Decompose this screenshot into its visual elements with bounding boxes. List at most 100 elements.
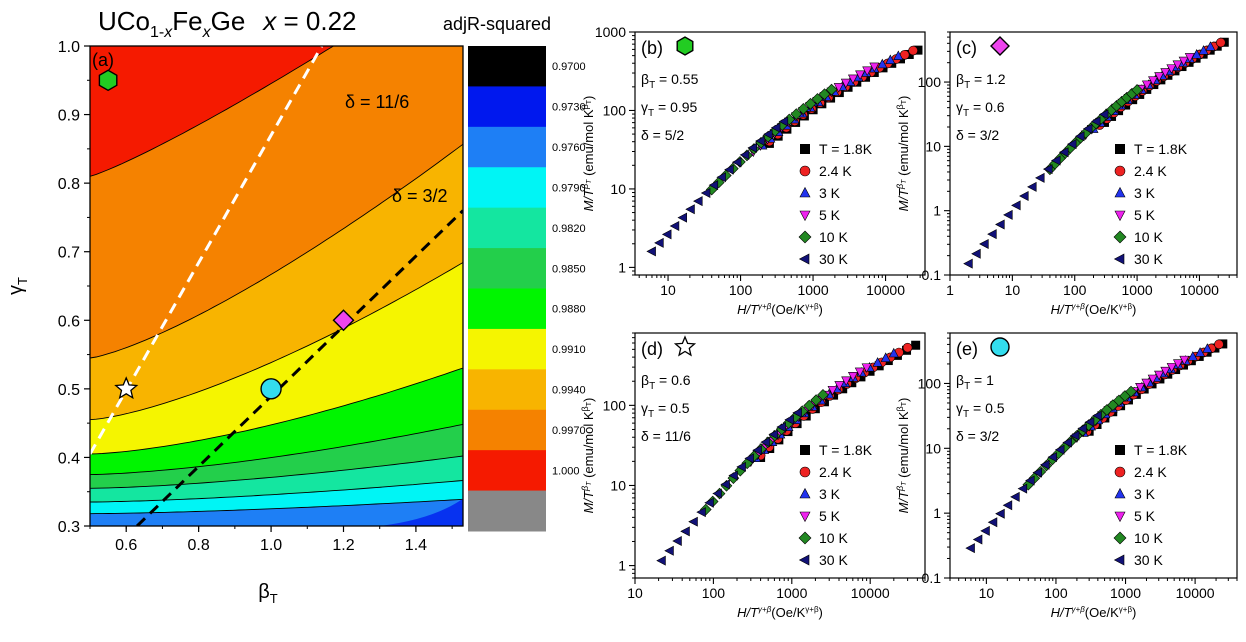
heatmap-corner-band	[379, 498, 463, 526]
data-point	[1074, 131, 1085, 142]
data-point	[1166, 363, 1177, 373]
data-point	[995, 219, 1005, 230]
data-point	[1179, 355, 1190, 366]
colorbar-swatch	[468, 409, 546, 451]
data-point	[1098, 109, 1109, 120]
data-point	[798, 554, 810, 566]
data-point	[1113, 230, 1127, 244]
figure-title: UCo1-xFexGe x = 0.22	[98, 6, 357, 41]
data-point	[1066, 139, 1077, 150]
x-tick-label: 0.8	[188, 537, 210, 554]
panel-label: (b)	[641, 38, 663, 58]
y-axis-label: M/TβT (emu/mol KβT)	[580, 96, 596, 212]
legend-entry: 2.4 K	[1134, 163, 1167, 179]
y-tick-label: 10	[610, 477, 626, 493]
data-point	[1141, 80, 1152, 91]
delta-3-2-label: δ = 3/2	[392, 186, 448, 206]
data-point	[763, 129, 773, 140]
x-axis-label: H/Tγ+β(Oe/Kγ+β)	[1051, 605, 1137, 620]
legend-entry: 5 K	[819, 207, 841, 223]
x-tick-label: 0.6	[115, 537, 137, 554]
beta-param: βT = 1	[956, 372, 994, 392]
data-point	[1115, 445, 1125, 455]
y-tick-label: 0.5	[58, 382, 80, 399]
data-point	[885, 54, 896, 65]
data-point	[840, 78, 851, 89]
y-tick-label: 100	[603, 397, 627, 413]
data-point	[1019, 191, 1029, 202]
data-point	[1090, 116, 1101, 127]
data-point	[1113, 253, 1125, 265]
data-point	[1002, 500, 1013, 511]
y-tick-label: 1	[618, 558, 626, 574]
data-point	[760, 437, 770, 448]
data-point	[980, 525, 990, 536]
data-point	[654, 237, 664, 248]
colorbar-swatch	[468, 328, 546, 370]
data-point	[672, 536, 682, 547]
hexagon-marker	[98, 69, 118, 92]
data-points	[646, 45, 923, 257]
data-point	[1039, 459, 1050, 470]
panel-e-scatter: 10 100 1000 10000 0.1 1 10 100 (e) βT = 1 γT = 0.5…	[895, 332, 1238, 620]
x-tick-label: 1.0	[260, 537, 282, 554]
colorbar-tick-label: 0.9760	[552, 142, 586, 154]
panel-label: (d)	[641, 339, 663, 359]
y-tick-label: 0.4	[58, 450, 80, 467]
legend-entry: 5 K	[819, 508, 841, 524]
data-point	[1084, 417, 1095, 428]
y-tick-label: 10	[925, 440, 941, 456]
y-axis-label: M/TβT (emu/mol KβT)	[895, 398, 911, 514]
legend-entry: 10 K	[819, 530, 848, 546]
data-points	[963, 37, 1229, 269]
x-tick-label: 100	[1044, 585, 1068, 601]
data-point	[804, 97, 817, 110]
data-point	[1205, 41, 1216, 51]
data-point	[847, 378, 857, 388]
legend-entry: T = 1.8K	[819, 141, 873, 157]
data-point	[685, 204, 695, 215]
data-point	[1202, 343, 1213, 353]
data-point	[680, 526, 690, 537]
legend-entry: T = 1.8K	[819, 442, 873, 458]
data-point	[770, 122, 781, 133]
colorbar-swatch	[468, 369, 546, 411]
legend-entry: T = 1.8K	[1134, 141, 1188, 157]
data-point	[1114, 466, 1126, 478]
data-point	[1047, 452, 1057, 463]
heatmap-clip	[90, 46, 463, 526]
data-point	[1141, 378, 1152, 389]
data-point	[778, 116, 789, 127]
data-point	[1173, 359, 1184, 369]
data-point	[669, 220, 680, 231]
data-point	[817, 389, 829, 401]
panel-a-xlabel: βT	[258, 581, 278, 606]
data-point	[696, 507, 706, 518]
data-point	[911, 340, 921, 350]
beta-param: βT = 0.55	[641, 71, 699, 91]
legend-entry: 30 K	[1134, 251, 1163, 267]
diamond-icon	[990, 36, 1010, 56]
data-point	[1115, 144, 1125, 154]
y-tick-label: 0.1	[922, 570, 942, 586]
data-point	[712, 488, 722, 499]
data-point	[799, 210, 811, 222]
data-point	[1184, 53, 1195, 63]
colorbar-swatch	[468, 167, 546, 209]
data-point	[827, 385, 838, 396]
data-point	[1195, 347, 1206, 357]
data-point	[704, 497, 714, 508]
y-tick-label: 1	[933, 505, 941, 521]
circle-icon	[990, 337, 1010, 357]
data-point	[810, 394, 822, 406]
colorbar: 0.9700 0.9730 0.9760 0.9790 0.9820 0.9850 0.98…	[468, 46, 586, 532]
y-tick-label: 0.7	[58, 245, 80, 262]
data-point	[861, 363, 872, 373]
colorbar-tick-label: 0.9910	[552, 344, 586, 356]
x-tick-label: 1000	[797, 282, 828, 298]
data-point	[792, 407, 802, 418]
data-point	[1125, 385, 1137, 398]
